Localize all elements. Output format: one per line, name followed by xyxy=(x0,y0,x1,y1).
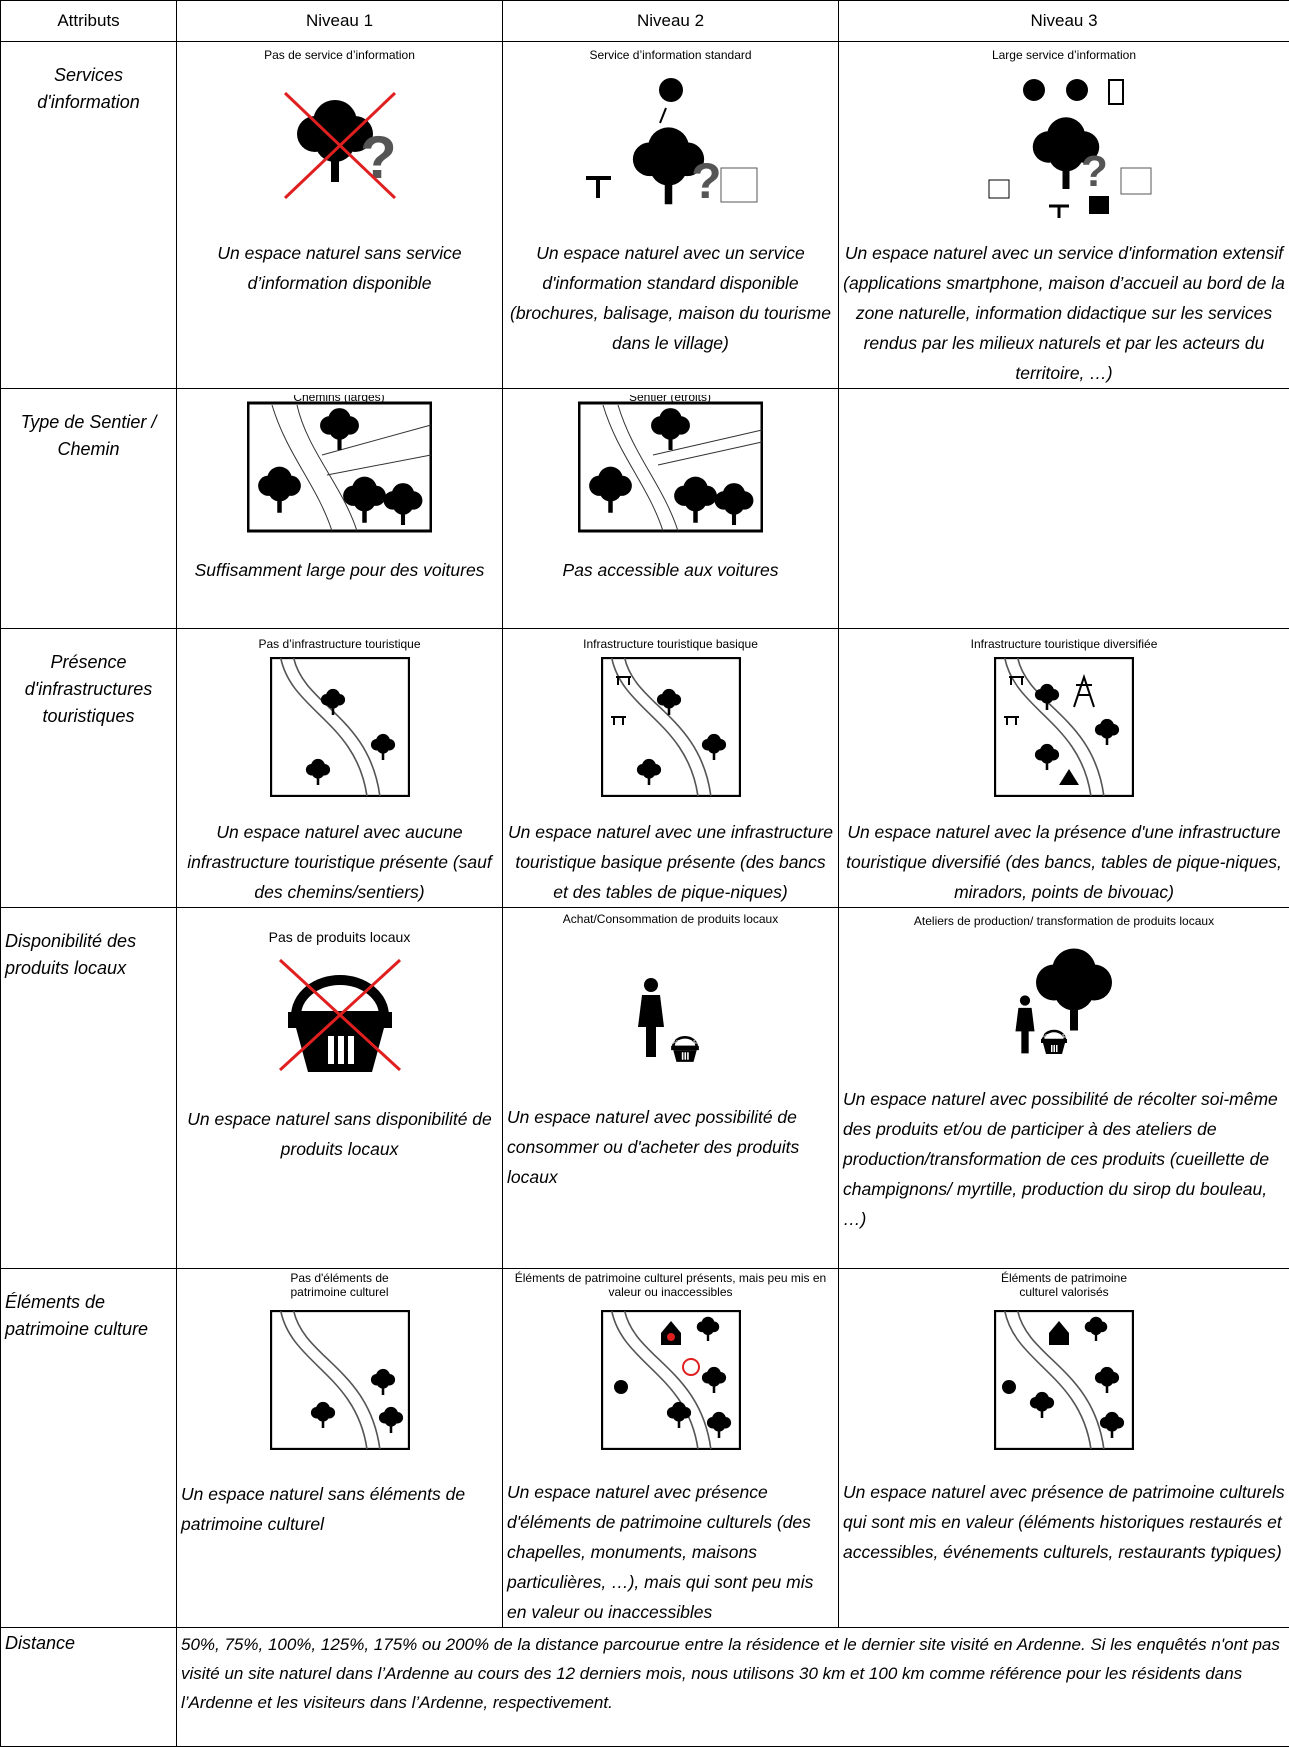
description: Un espace naturel sans service d’informa… xyxy=(181,238,498,298)
cell: Pas de produits locaux ARDENNE Un espace… xyxy=(177,908,503,1269)
cell: Ateliers de production/ transformation d… xyxy=(839,908,1289,1269)
description: Pas accessible aux voitures xyxy=(507,555,834,585)
caption: Pas d’infrastructure touristique xyxy=(181,637,498,651)
row: Présence d'infrastructures touristiques … xyxy=(1,629,1289,908)
cell: Infrastructure touristique diversifiée U… xyxy=(839,629,1289,908)
cell: Service d’information standard ? Un espa… xyxy=(503,42,839,389)
illustration xyxy=(270,1305,410,1455)
attribute: Disponibilité des produits locaux xyxy=(1,908,177,1269)
logo-text: ARDENNE xyxy=(310,999,369,1013)
svg-text:?: ? xyxy=(691,153,722,209)
description: Un espace naturel avec possibilité de co… xyxy=(507,1102,834,1192)
row: Services d'information Pas de service d’… xyxy=(1,42,1289,389)
description: Un espace naturel avec présence d'élémen… xyxy=(507,1477,834,1627)
illustration xyxy=(601,1305,741,1455)
cell xyxy=(839,389,1289,629)
illustration: ? xyxy=(275,68,405,218)
row: Type de Sentier / Chemin Chemins (larges… xyxy=(1,389,1289,629)
illustration: Chemins (larges) xyxy=(247,395,432,533)
description: Un espace naturel avec présence de patri… xyxy=(843,1477,1285,1567)
header-cell: Niveau 2 xyxy=(503,1,839,42)
description: Un espace naturel avec la présence d'une… xyxy=(843,817,1285,907)
cell: Infrastructure touristique basique Un es… xyxy=(503,629,839,908)
cell: Chemins (larges) Suffisamment large pour… xyxy=(177,389,503,629)
attribute: Services d'information xyxy=(1,42,177,389)
row: Éléments de patrimoine culture Pas d'élé… xyxy=(1,1269,1289,1628)
logo-text: ARDENNE xyxy=(1042,1034,1067,1040)
description: Un espace naturel avec un service d'info… xyxy=(507,238,834,358)
caption: Infrastructure touristique diversifiée xyxy=(843,637,1285,651)
cell: Pas de service d’information ? Un espace… xyxy=(177,42,503,389)
illustration: ARDENNE xyxy=(270,950,410,1080)
row: Distance 50%, 75%, 100%, 125%, 175% ou 2… xyxy=(1,1628,1289,1747)
cell: Large service d’information ? Un espace … xyxy=(839,42,1289,389)
caption: Infrastructure touristique basique xyxy=(507,637,834,651)
header-cell: Attributs xyxy=(1,1,177,42)
cell: Éléments de patrimoine culturel présents… xyxy=(503,1269,839,1628)
illustration: ARDENNE xyxy=(621,932,721,1082)
caption: Service d’information standard xyxy=(507,48,834,62)
attribute: Éléments de patrimoine culture xyxy=(1,1269,177,1628)
description: Suffisamment large pour des voitures xyxy=(181,555,498,585)
illustration: ARDENNE xyxy=(994,934,1134,1064)
caption: Large service d’information xyxy=(843,48,1285,62)
cell: Pas d'éléments de patrimoine culturel Un… xyxy=(177,1269,503,1628)
illustration: ? xyxy=(576,68,766,218)
description: Un espace naturel sans éléments de patri… xyxy=(181,1479,498,1539)
description: Un espace naturel avec une infrastructur… xyxy=(507,817,834,907)
illustration xyxy=(601,657,741,797)
caption: Éléments de patrimoine culturel valorisé… xyxy=(999,1271,1129,1299)
illustration xyxy=(994,1305,1134,1455)
caption: Ateliers de production/ transformation d… xyxy=(843,914,1285,928)
description: Un espace naturel avec possibilité de ré… xyxy=(843,1084,1285,1234)
caption: Chemins (larges) xyxy=(293,395,384,404)
cell: Éléments de patrimoine culturel valorisé… xyxy=(839,1269,1289,1628)
cell: Pas d’infrastructure touristique Un espa… xyxy=(177,629,503,908)
description: Un espace naturel sans disponibilité de … xyxy=(181,1104,498,1164)
illustration: ? xyxy=(969,68,1159,218)
cell: Sentier (étroits) Pas accessible aux voi… xyxy=(503,389,839,629)
header-cell: Niveau 3 xyxy=(839,1,1289,42)
description: Un espace naturel avec un service d'info… xyxy=(843,238,1285,388)
cell: Achat/Consommation de produits locaux AR… xyxy=(503,908,839,1269)
header-cell: Niveau 1 xyxy=(177,1,503,42)
caption: Pas d'éléments de patrimoine culturel xyxy=(275,1271,405,1299)
caption: Pas de produits locaux xyxy=(181,930,498,944)
svg-text:?: ? xyxy=(1081,147,1108,196)
attribute: Type de Sentier / Chemin xyxy=(1,389,177,629)
caption: Pas de service d’information xyxy=(181,48,498,62)
attribute: Distance xyxy=(1,1628,177,1747)
row: Disponibilité des produits locaux Pas de… xyxy=(1,908,1289,1269)
header-row: Attributs Niveau 1 Niveau 2 Niveau 3 xyxy=(1,1,1289,42)
caption: Achat/Consommation de produits locaux xyxy=(507,912,834,926)
logo-text: ARDENNE xyxy=(672,1040,697,1046)
description: Un espace naturel avec aucune infrastruc… xyxy=(181,817,498,907)
attribute: Présence d'infrastructures touristiques xyxy=(1,629,177,908)
caption: Éléments de patrimoine culturel présents… xyxy=(507,1271,834,1299)
illustration xyxy=(270,657,410,797)
caption: Sentier (étroits) xyxy=(629,395,711,404)
illustration xyxy=(994,657,1134,797)
distance-text: 50%, 75%, 100%, 125%, 175% ou 200% de la… xyxy=(177,1628,1289,1747)
illustration: Sentier (étroits) xyxy=(578,395,763,533)
